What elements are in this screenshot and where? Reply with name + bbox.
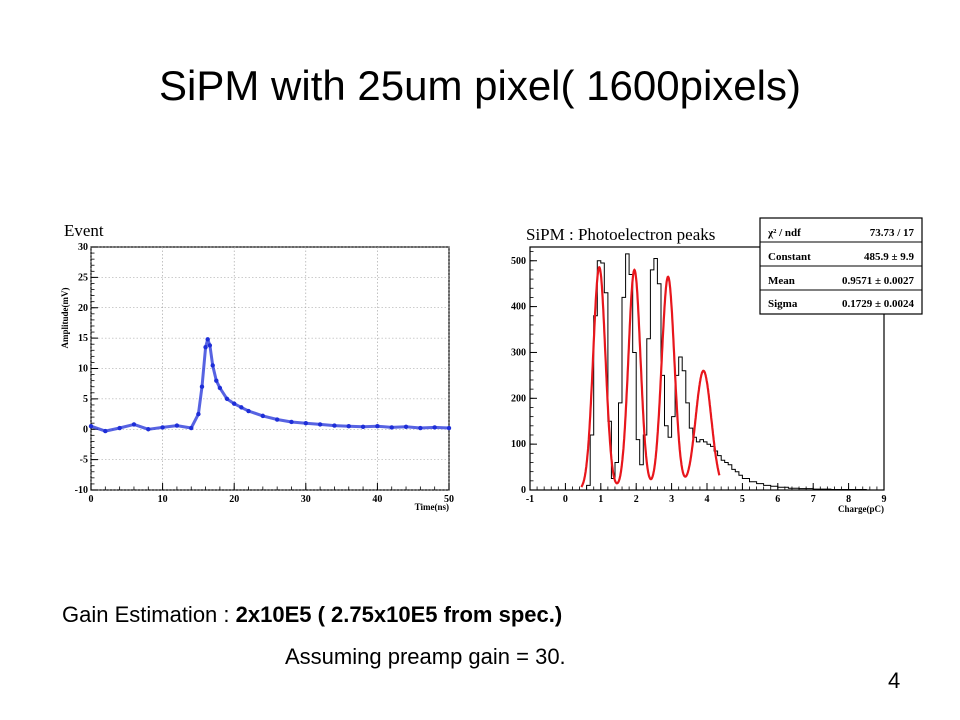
event-grid: [90, 246, 450, 491]
gain-label: Gain Estimation :: [62, 602, 236, 627]
event-y-tick-label: 0: [83, 424, 88, 435]
stats-label-sigma: Sigma: [768, 298, 798, 310]
event-x-tick-label: 50: [444, 494, 454, 505]
page-number: 4: [888, 668, 901, 693]
histogram-steps: [586, 253, 870, 491]
hist-x-tick-label: 6: [775, 494, 780, 505]
hist-chart-title: SiPM : Photoelectron peaks: [526, 225, 715, 244]
event-ticks: 0 10 20 30 40 50 -10 -5 0 5 10 15 20 25 30: [75, 242, 454, 505]
stats-value-chi2: 73.73 / 17: [870, 227, 915, 239]
event-x-axis-label: Time(ns): [415, 502, 449, 512]
hist-x-axis-label: Charge(pC): [838, 504, 884, 514]
event-x-tick-label: 30: [301, 494, 311, 505]
event-y-axis-label: Amplitude(mV): [60, 288, 70, 349]
hist-x-tick-label: 5: [740, 494, 745, 505]
hist-x-tick-label: 7: [811, 494, 816, 505]
event-y-tick-label: 30: [78, 242, 88, 253]
event-chart-title: Event: [64, 221, 104, 240]
hist-x-tick-label: 4: [705, 494, 710, 505]
slide-title: SiPM with 25um pixel( 1600pixels): [159, 62, 801, 109]
event-chart: Event 0 10 20 30 40 50 -10 -5 0 5 10 15 20 25 30 Ampli…: [60, 221, 454, 512]
waveform-trace: [90, 337, 450, 433]
hist-x-tick-label: 3: [669, 494, 674, 505]
hist-x-tick-label: -1: [526, 494, 534, 505]
hist-x-tick-label: 8: [846, 494, 851, 505]
hist-y-tick-label: 200: [511, 393, 526, 404]
preamp-assumption: Assuming preamp gain = 30.: [285, 644, 566, 669]
event-x-tick-label: 40: [372, 494, 382, 505]
event-y-tick-label: 15: [78, 333, 88, 344]
gain-estimation: Gain Estimation : 2x10E5 ( 2.75x10E5 fro…: [62, 602, 562, 628]
event-y-tick-label: 10: [78, 364, 88, 375]
hist-y-tick-label: 0: [521, 485, 526, 496]
hist-y-tick-label: 400: [511, 302, 526, 313]
event-y-tick-label: -5: [80, 455, 88, 466]
event-x-tick-label: 10: [158, 494, 168, 505]
stats-label-mean: Mean: [768, 275, 795, 287]
event-x-tick-label: 20: [229, 494, 239, 505]
gain-value: 2x10E5 ( 2.75x10E5 from spec.): [235, 602, 563, 627]
event-waveform: [88, 337, 452, 434]
hist-y-tick-label: 500: [511, 256, 526, 267]
fit-stats-box: χ² / ndf 73.73 / 17 Constant 485.9 ± 9.9…: [759, 217, 923, 315]
hist-y-tick-label: 300: [511, 347, 526, 358]
event-y-tick-label: 20: [78, 303, 88, 314]
hist-x-tick-label: 9: [882, 494, 887, 505]
hist-x-tick-label: 2: [634, 494, 639, 505]
hist-y-tick-label: 100: [511, 439, 526, 450]
event-y-tick-label: 25: [78, 272, 88, 283]
event-y-tick-label: -10: [75, 485, 88, 496]
stats-value-mean: 0.9571 ± 0.0027: [842, 275, 915, 287]
stats-label-chi2: χ² / ndf: [767, 227, 801, 239]
stats-value-constant: 485.9 ± 9.9: [864, 251, 915, 263]
stats-value-sigma: 0.1729 ± 0.0024: [842, 298, 915, 310]
photoelectron-chart: SiPM : Photoelectron peaks -1 0 1 2 3 4 5 6 7 8 90…: [511, 217, 923, 514]
hist-x-tick-label: 1: [598, 494, 603, 505]
event-x-tick-label: 0: [89, 494, 94, 505]
hist-x-tick-label: 0: [563, 494, 568, 505]
event-y-tick-label: 5: [83, 394, 88, 405]
stats-label-constant: Constant: [768, 251, 811, 263]
gaussian-fit-curve: [580, 266, 721, 488]
